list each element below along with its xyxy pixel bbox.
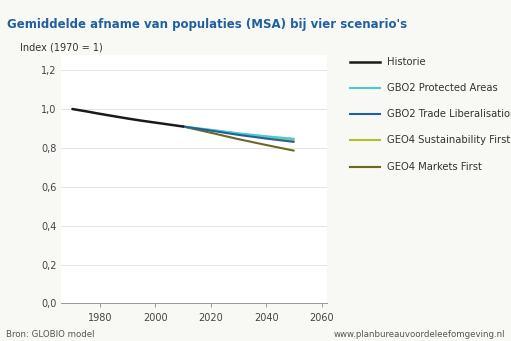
Text: Historie: Historie [387, 57, 425, 67]
Text: GBO2 Protected Areas: GBO2 Protected Areas [387, 83, 498, 93]
Text: Index (1970 = 1): Index (1970 = 1) [20, 42, 103, 52]
Text: GEO4 Markets First: GEO4 Markets First [387, 162, 482, 172]
Text: GEO4 Sustainability First: GEO4 Sustainability First [387, 135, 510, 146]
Text: GBO2 Trade Liberalisation: GBO2 Trade Liberalisation [387, 109, 511, 119]
Text: Gemiddelde afname van populaties (MSA) bij vier scenario's: Gemiddelde afname van populaties (MSA) b… [7, 18, 407, 31]
Text: www.planbureauvoordeleefomgeving.nl: www.planbureauvoordeleefomgeving.nl [333, 330, 505, 339]
Text: Bron: GLOBIO model: Bron: GLOBIO model [6, 330, 95, 339]
